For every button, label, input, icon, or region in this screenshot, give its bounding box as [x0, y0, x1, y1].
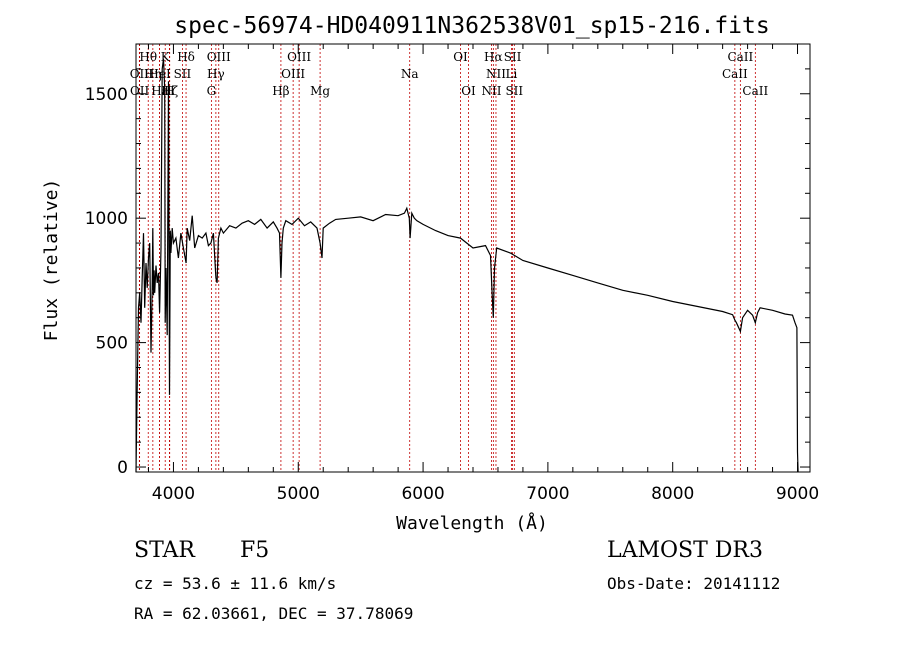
spectral-line-label: NII [481, 84, 501, 98]
coordinates: RA = 62.03661, DEC = 37.78069 [134, 604, 414, 623]
spectral-line-label: K [161, 50, 171, 64]
spectral-line-label: CaII [727, 50, 753, 64]
spectral-line-label: OI [453, 50, 468, 64]
spectral-line-label: Mg [310, 84, 330, 98]
y-tick-label: 1000 [85, 209, 128, 229]
y-axis-label: Flux (relative) [41, 179, 62, 342]
x-tick-label: 4000 [152, 484, 195, 504]
x-tick-label: 8000 [651, 484, 694, 504]
spectral-line-label: NII [486, 67, 506, 81]
spectral-line-label: CaII [742, 84, 768, 98]
plot-frame [135, 43, 811, 473]
spectral-line-label: Hζ [161, 84, 178, 98]
y-tick-label: 0 [117, 458, 128, 478]
y-axis: 0 500 1000 1500 [85, 43, 810, 478]
spectral-line-label: Li [506, 67, 518, 81]
object-class: STAR [134, 538, 195, 563]
x-tick-label: 7000 [526, 484, 569, 504]
x-tick-label: 6000 [401, 484, 444, 504]
spectral-line-label: Hβ [272, 84, 289, 98]
spectral-line-label: OIII [207, 50, 231, 64]
spectral-line-label: Hε [151, 84, 168, 98]
chart-title: spec-56974-HD040911N362538V01_sp15-216.f… [174, 13, 769, 39]
spectral-line-label: Hθ [139, 50, 157, 64]
spectral-line-label: HeI [148, 67, 171, 81]
spectral-line-label: OII [130, 67, 150, 81]
spectral-line-label: Hα [484, 50, 503, 64]
spectral-line-label: CaII [722, 67, 748, 81]
spectral-line-label: SII [174, 67, 192, 81]
spectral-line-label: OIII [287, 50, 311, 64]
spectral-line-label: H [164, 84, 174, 98]
spectral-line-label: G [207, 84, 217, 98]
survey-name: LAMOST DR3 [607, 538, 763, 563]
spectral-line-label: Hγ [207, 67, 225, 81]
x-axis-label: Wavelength (Å) [396, 512, 548, 534]
spectral-line-markers [138, 44, 756, 472]
spectral-line-label: Na [401, 67, 419, 81]
spectral-line-label: OIII [281, 67, 305, 81]
spectral-line-label: Hη [144, 67, 162, 81]
object-subclass: F5 [240, 538, 270, 563]
spectral-line-label: OII [130, 84, 150, 98]
spectral-line-label: SII [505, 84, 523, 98]
spectrum-line [135, 58, 799, 473]
spectral-line-label: SII [504, 50, 522, 64]
observation-date: Obs-Date: 20141112 [607, 574, 781, 593]
y-tick-label: 500 [96, 334, 128, 354]
x-tick-label: 5000 [277, 484, 320, 504]
redshift-velocity: cz = 53.6 ± 11.6 km/s [134, 574, 337, 593]
y-tick-label: 1500 [85, 85, 128, 105]
x-tick-label: 9000 [776, 484, 819, 504]
spectral-line-label: OI [461, 84, 476, 98]
x-axis: 4000 5000 6000 7000 8000 9000 [147, 44, 819, 504]
spectrum-chart: spec-56974-HD040911N362538V01_sp15-216.f… [41, 13, 819, 534]
spectral-line-label: Hδ [177, 50, 195, 64]
